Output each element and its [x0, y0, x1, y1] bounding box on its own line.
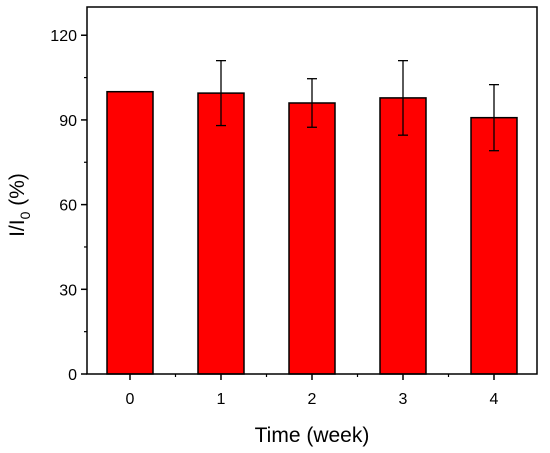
- y-tick-label-120: 120: [50, 28, 77, 45]
- y-axis-title-subscript: 0: [17, 211, 33, 219]
- labels-group: 0 30 60 90 120 0 1 2 3 4: [50, 28, 498, 408]
- y-tick-label-90: 90: [59, 113, 77, 130]
- x-axis-title: Time (week): [255, 424, 370, 447]
- error-bars-group: [216, 59, 499, 152]
- bar-week-2: [288, 102, 336, 375]
- x-tick-label-2: 2: [308, 391, 317, 408]
- x-tick-label-4: 4: [490, 391, 499, 408]
- y-axis-title-base: I/I: [6, 219, 29, 237]
- x-tick-label-0: 0: [126, 391, 135, 408]
- bar-week-0: [106, 90, 154, 375]
- x-tick-label-1: 1: [217, 391, 226, 408]
- error-bar-week-2: [307, 78, 317, 128]
- axes-group: [81, 6, 538, 380]
- y-tick-label-60: 60: [59, 198, 77, 215]
- y-tick-label-0: 0: [68, 367, 77, 384]
- bars-group: [106, 90, 518, 375]
- error-bar-week-1: [216, 59, 226, 127]
- bar-week-4: [470, 116, 518, 375]
- error-bar-week-3: [398, 59, 408, 136]
- y-tick-label-30: 30: [59, 282, 77, 299]
- x-tick-label-3: 3: [399, 391, 408, 408]
- y-axis-title: I/I0 (%): [6, 173, 33, 237]
- error-bar-week-4: [489, 83, 499, 152]
- bar-week-3: [379, 97, 427, 375]
- bar-week-1: [197, 92, 245, 375]
- y-axis-title-suffix: (%): [6, 173, 29, 212]
